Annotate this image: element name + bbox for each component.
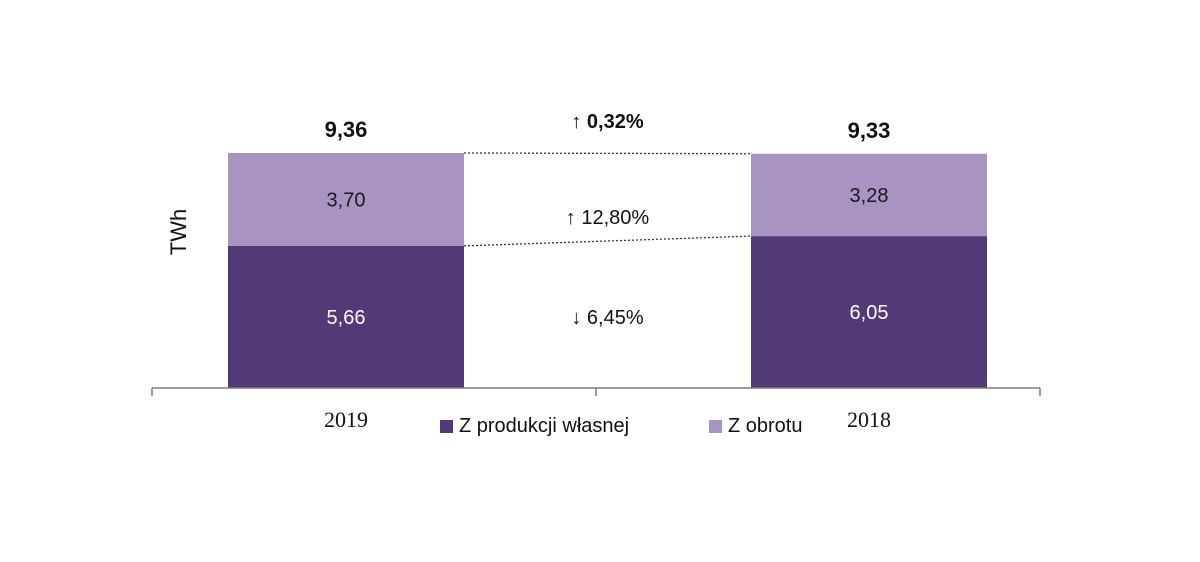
- bar-segment-2019-trading: [228, 153, 464, 246]
- bar-segment-2018-own-production: [751, 236, 987, 388]
- bars-group: [228, 153, 987, 388]
- y-axis-label: TWh: [166, 209, 191, 255]
- arrow-up-icon: ↑: [566, 207, 582, 229]
- bar-segment-2019-own-production: [228, 245, 464, 388]
- change-own-production: ↓ 6,45%: [571, 307, 643, 329]
- legend-label: Z obrotu: [728, 415, 802, 437]
- change-trading: ↑ 12,80%: [566, 207, 650, 229]
- legend-label: Z produkcji własnej: [459, 415, 629, 437]
- bar-value-label: 6,05: [850, 302, 889, 324]
- legend: Z produkcji własnej Z obrotu: [440, 415, 802, 437]
- connector-lines: [463, 152, 752, 247]
- change-value: 12,80%: [581, 207, 649, 229]
- bar-value-label: 3,28: [850, 185, 889, 207]
- x-axis-ticks: [151, 388, 1041, 396]
- legend-swatch: [709, 420, 722, 433]
- bar-segment-2018-trading: [751, 153, 987, 237]
- total-label: 9,33: [848, 118, 891, 143]
- connector-total: [463, 152, 752, 155]
- arrow-down-icon: ↓: [571, 307, 587, 329]
- category-label: 2019: [324, 407, 368, 432]
- bar-value-label: 3,70: [327, 189, 366, 211]
- bar-value-label: 5,66: [327, 307, 366, 329]
- change-value: 0,32%: [587, 111, 644, 133]
- total-label: 9,36: [325, 117, 368, 142]
- connector-own-production: [463, 235, 752, 247]
- arrow-up-icon: ↑: [571, 111, 587, 133]
- legend-swatch: [440, 420, 453, 433]
- change-total: ↑ 0,32%: [571, 111, 643, 133]
- change-value: 6,45%: [587, 307, 644, 329]
- category-label: 2018: [847, 407, 891, 432]
